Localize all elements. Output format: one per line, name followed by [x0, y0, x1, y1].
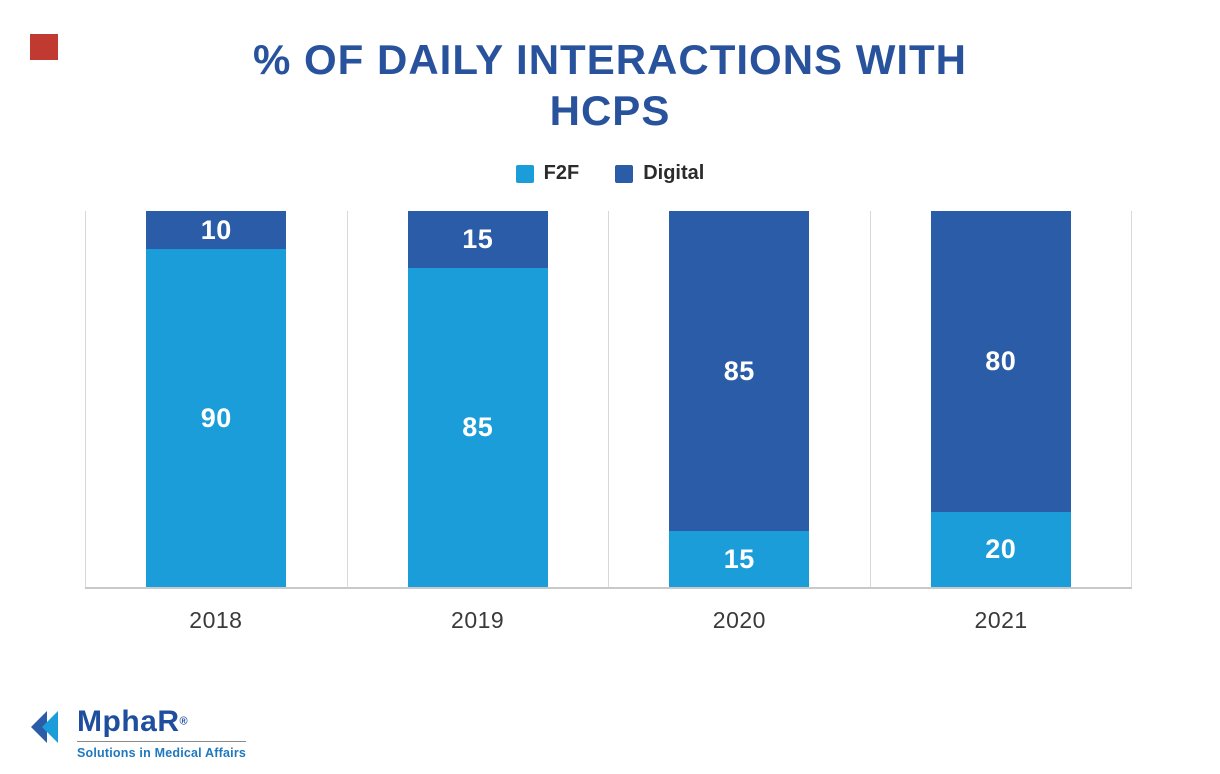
bar-segment-digital-2021: 80: [930, 211, 1071, 513]
bar-value-label: 85: [723, 355, 755, 386]
legend-item-f2f: F2F: [515, 162, 580, 185]
chart-title: % OF DAILY INTERACTIONS WITH HCPS: [160, 34, 1060, 136]
plot-column-2019: 15 85: [346, 211, 609, 588]
bar-segment-f2f-2020: 15: [669, 531, 810, 588]
chart-title-line-2: HCPS: [549, 87, 671, 135]
mphar-logo-text: MphaR® Solutions in Medical Affairs: [77, 705, 247, 760]
bar-value-label: 15: [462, 224, 494, 255]
stacked-bar-chart: 10 90 15 85 85 15 80 20 2018 2019 2020 2021: [85, 211, 1132, 634]
bar-value-label: 20: [985, 534, 1017, 565]
stacked-bar-2021: 80 20: [930, 211, 1071, 588]
x-axis-label-2021: 2021: [974, 607, 1028, 634]
legend-swatch-digital: [615, 164, 634, 183]
plot-column-2020: 85 15: [608, 211, 870, 588]
bar-segment-f2f-2019: 85: [407, 267, 548, 588]
plot-area: 10 90 15 85 85 15 80 20: [85, 211, 1132, 590]
bar-value-label: 80: [985, 346, 1017, 377]
bar-segment-digital-2020: 85: [669, 211, 810, 532]
logo-tagline: Solutions in Medical Affairs: [77, 746, 247, 760]
mphar-logo-icon: [31, 711, 58, 743]
bar-segment-f2f-2018: 90: [146, 249, 287, 588]
chart-title-line-1: % OF DAILY INTERACTIONS WITH: [252, 36, 968, 83]
logo-registered-mark: ®: [179, 715, 188, 728]
stacked-bar-2020: 85 15: [669, 211, 810, 588]
x-axis-label-2019: 2019: [451, 607, 505, 634]
legend-label-digital: Digital: [643, 162, 705, 185]
plot-column-2018: 10 90: [85, 211, 347, 588]
legend-item-digital: Digital: [615, 162, 704, 185]
stacked-bar-2019: 15 85: [407, 211, 548, 588]
bar-value-label: 10: [200, 214, 232, 245]
bar-value-label: 85: [462, 412, 494, 443]
logo-name: MphaR: [77, 705, 180, 738]
corner-accent-square: [30, 34, 58, 60]
bar-segment-f2f-2021: 20: [930, 512, 1071, 588]
legend: F2F Digital: [0, 162, 1220, 185]
bar-value-label: 15: [723, 543, 755, 574]
mphar-logo: MphaR® Solutions in Medical Affairs: [30, 705, 247, 760]
logo-divider: [77, 741, 247, 742]
plot-column-2021: 80 20: [869, 211, 1132, 588]
bar-segment-digital-2018: 10: [146, 211, 287, 250]
x-axis-labels: 2018 2019 2020 2021: [85, 607, 1132, 634]
x-axis-label-2018: 2018: [189, 607, 243, 634]
stacked-bar-2018: 10 90: [146, 211, 287, 588]
legend-label-f2f: F2F: [543, 162, 580, 185]
x-axis-label-2020: 2020: [712, 607, 766, 634]
legend-swatch-f2f: [515, 164, 534, 183]
bar-value-label: 90: [200, 402, 232, 433]
bar-segment-digital-2019: 15: [407, 211, 548, 268]
